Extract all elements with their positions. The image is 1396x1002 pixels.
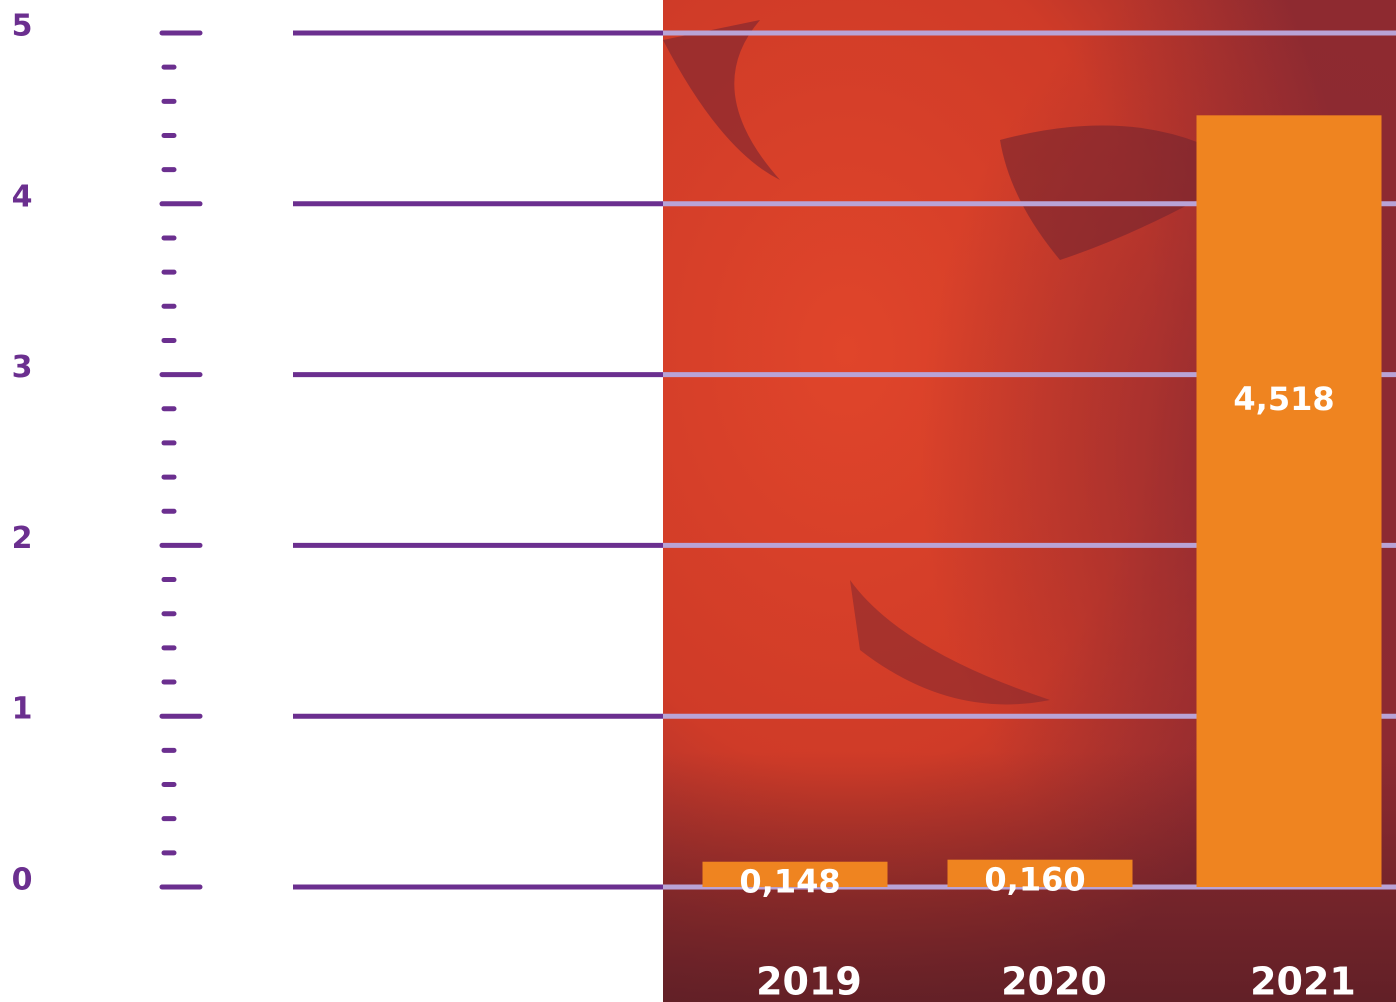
bar bbox=[702, 861, 888, 887]
y-tick-label: 1 bbox=[12, 692, 33, 727]
value-label: 0,148 bbox=[739, 863, 840, 901]
bar bbox=[1196, 115, 1382, 887]
value-label: 4,518 bbox=[1233, 380, 1334, 418]
bar bbox=[947, 859, 1133, 887]
y-tick-label: 3 bbox=[12, 350, 33, 385]
value-label: 0,160 bbox=[984, 861, 1085, 899]
y-tick-label: 5 bbox=[12, 9, 33, 44]
x-tick-label: 2019 bbox=[756, 960, 862, 1002]
y-tick-label: 0 bbox=[12, 863, 33, 898]
x-tick-label: 2021 bbox=[1250, 960, 1356, 1002]
y-tick-label: 4 bbox=[12, 179, 33, 214]
x-tick-label: 2020 bbox=[1001, 960, 1107, 1002]
y-tick-label: 2 bbox=[12, 521, 33, 556]
